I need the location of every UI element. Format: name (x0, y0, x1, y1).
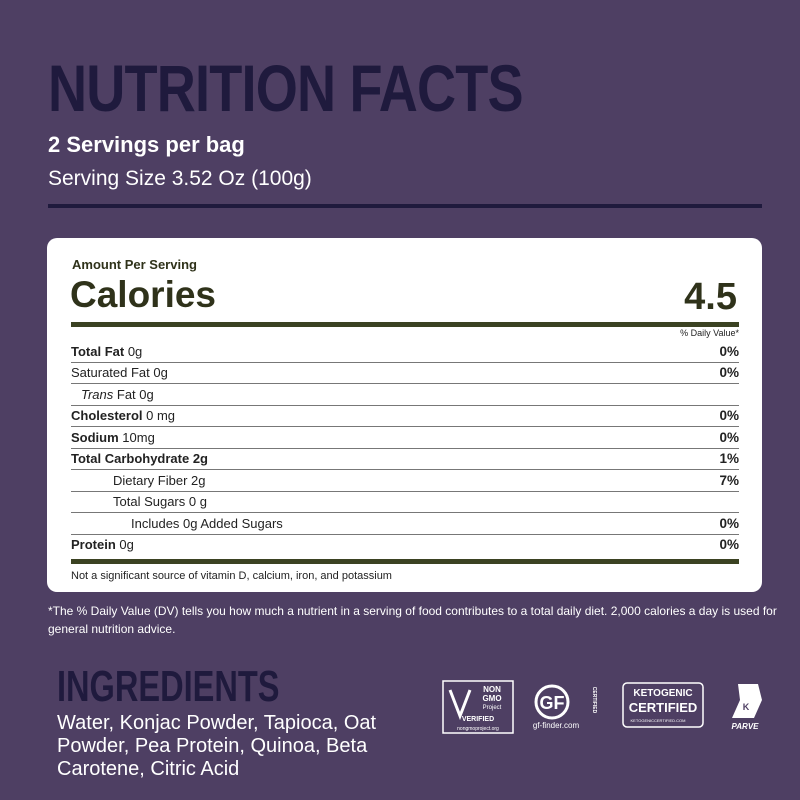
calories-label: Calories (70, 274, 217, 315)
badge-text: KETOGENICCERTIFIED.COM (631, 718, 686, 723)
nutrient-name: Total Sugars 0 g (113, 494, 207, 510)
thick-bar (71, 559, 739, 564)
badge-text: CERTIFIED (629, 700, 698, 715)
badge-text: K (743, 702, 750, 712)
dv-header: % Daily Value* (680, 328, 739, 338)
daily-value: 0% (719, 343, 739, 359)
nutrient-label: Total Carbohydrate 2g (71, 451, 208, 466)
badge-text: GF (540, 693, 565, 713)
nutrient-name: Total Carbohydrate 2g (71, 451, 209, 467)
nutrient-label: Trans Fat 0g (71, 387, 154, 402)
nutrient-row: Sodium 10mg 0% (71, 427, 739, 449)
nutrient-name: Fat 0g (116, 386, 154, 402)
icon (534, 684, 570, 720)
nutrient-name: Protein (71, 537, 116, 553)
nutrient-italic: Trans (81, 386, 114, 402)
daily-value: 7% (719, 472, 739, 488)
badge-text: KETOGENIC (633, 688, 692, 699)
nutrient-name: Saturated Fat 0g (71, 365, 168, 381)
divider (48, 204, 762, 208)
badges: NON GMO Project VERIFIED nongmoproject.o… (442, 680, 762, 734)
nutrient-amount: 0g (127, 343, 143, 359)
daily-value: 0% (719, 515, 739, 531)
nutrient-label: Sodium 10mg (71, 430, 155, 445)
thick-bar (71, 322, 739, 327)
nutrient-name: Dietary Fiber 2g (113, 472, 206, 488)
nutrient-rows: Total Fat 0g 0% Saturated Fat 0g 0% Trans Fa… (71, 341, 739, 555)
nutrient-label: Includes 0g Added Sugars (71, 516, 283, 531)
nutrient-label: Total Sugars 0 g (71, 494, 207, 509)
ingredients-text: Water, Konjac Powder, Tapioca, Oat Powde… (57, 712, 377, 780)
nutrient-label: Dietary Fiber 2g (71, 473, 205, 488)
badge-frame (622, 682, 704, 728)
nutrient-label: Cholesterol 0 mg (71, 408, 175, 423)
nutrient-amount: 0g (119, 537, 134, 553)
nutrient-row: Total Sugars 0 g (71, 492, 739, 513)
nutrient-label: Protein 0g (71, 537, 134, 552)
calories-value: 4.5 (684, 276, 737, 318)
badge-text: NON (483, 685, 501, 694)
nutrient-name: Sodium (71, 429, 119, 445)
ingredients-title: INGREDIENTS (57, 662, 280, 711)
icon (732, 684, 762, 718)
daily-value: 0% (719, 537, 739, 553)
daily-value: 0% (719, 429, 739, 445)
servings: 2 Servings per bag (48, 132, 245, 157)
badge-text: gf-finder.com (533, 721, 580, 730)
nutrient-row: Includes 0g Added Sugars 0% (71, 513, 739, 535)
nutrient-label: Saturated Fat 0g (71, 365, 168, 380)
badge-text: PARVE (732, 722, 760, 731)
badge-text: VERIFIED (462, 716, 494, 723)
nutrient-label: Total Fat 0g (71, 344, 142, 359)
nutrient-row: Total Fat 0g 0% (71, 341, 739, 363)
badge-frame (442, 680, 514, 734)
badge-text: nongmoproject.org (457, 726, 499, 732)
dv-note: *The % Daily Value (DV) tells you how mu… (48, 604, 777, 636)
nutrient-name: Cholesterol (71, 408, 143, 424)
badge-text: Project (483, 705, 502, 711)
nutrient-name: Total Fat (71, 343, 125, 359)
nutrient-amount: 10mg (122, 429, 155, 445)
nutrient-amount: 0 mg (146, 408, 176, 424)
daily-value: 0% (719, 365, 739, 381)
nutrient-row: Saturated Fat 0g 0% (71, 363, 739, 384)
nutrient-row: Dietary Fiber 2g 7% (71, 470, 739, 492)
daily-value: 0% (719, 408, 739, 424)
nutrient-row: Trans Fat 0g (71, 384, 739, 406)
title: NUTRITION FACTS (48, 51, 524, 125)
serving-size: Serving Size 3.52 Oz (100g) (48, 167, 312, 190)
nutrient-row: Protein 0g 0% (71, 535, 739, 556)
icon (448, 689, 472, 721)
nutrient-row: Total Carbohydrate 2g 1% (71, 449, 739, 470)
daily-value: 1% (719, 451, 739, 467)
nutrient-name: Includes 0g Added Sugars (131, 515, 283, 531)
nutrition-label: Amount Per Serving Calories 4.5 % Daily … (47, 238, 762, 592)
amount-per-serving: Amount Per Serving (72, 257, 197, 272)
nutrient-row: Cholesterol 0 mg 0% (71, 406, 739, 427)
footnote: Not a significant source of vitamin D, c… (71, 570, 392, 582)
badge-text: GMO (482, 694, 501, 703)
badge-text: CERTIFIED (591, 687, 597, 714)
